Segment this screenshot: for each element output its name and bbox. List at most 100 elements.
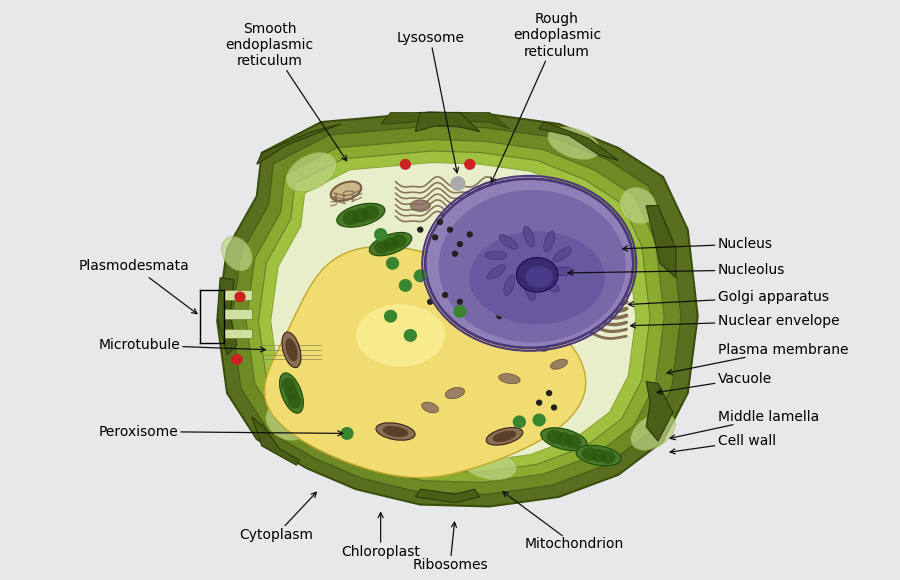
Circle shape bbox=[387, 258, 399, 269]
Ellipse shape bbox=[285, 338, 298, 361]
Ellipse shape bbox=[524, 226, 535, 246]
Circle shape bbox=[513, 416, 526, 427]
Ellipse shape bbox=[410, 200, 430, 212]
Circle shape bbox=[453, 251, 457, 256]
Ellipse shape bbox=[504, 275, 515, 295]
Circle shape bbox=[404, 329, 417, 341]
Circle shape bbox=[465, 160, 475, 169]
Ellipse shape bbox=[530, 339, 548, 351]
Text: Lysosome: Lysosome bbox=[396, 31, 464, 173]
Ellipse shape bbox=[553, 248, 572, 262]
Ellipse shape bbox=[280, 373, 303, 413]
Ellipse shape bbox=[287, 394, 302, 408]
Circle shape bbox=[546, 391, 552, 396]
Circle shape bbox=[454, 306, 466, 317]
Polygon shape bbox=[252, 417, 300, 465]
Ellipse shape bbox=[546, 430, 563, 444]
Ellipse shape bbox=[541, 278, 559, 292]
Text: Nucleus: Nucleus bbox=[623, 237, 772, 251]
Polygon shape bbox=[415, 113, 480, 132]
Ellipse shape bbox=[599, 450, 616, 464]
Ellipse shape bbox=[343, 211, 360, 225]
Circle shape bbox=[400, 160, 410, 169]
Text: Golgi apparatus: Golgi apparatus bbox=[628, 290, 829, 307]
Ellipse shape bbox=[337, 204, 385, 227]
Circle shape bbox=[451, 177, 465, 190]
Circle shape bbox=[418, 227, 423, 232]
Ellipse shape bbox=[555, 432, 572, 447]
Text: Vacuole: Vacuole bbox=[657, 372, 772, 394]
Ellipse shape bbox=[590, 449, 607, 462]
Circle shape bbox=[472, 287, 477, 292]
Text: Nucleolus: Nucleolus bbox=[568, 263, 785, 277]
Circle shape bbox=[428, 299, 433, 304]
Circle shape bbox=[235, 292, 245, 302]
Bar bbox=[224, 329, 252, 338]
Circle shape bbox=[497, 314, 502, 318]
Polygon shape bbox=[217, 278, 237, 354]
Ellipse shape bbox=[282, 378, 295, 393]
Polygon shape bbox=[415, 489, 480, 503]
Text: Plasma membrane: Plasma membrane bbox=[667, 343, 848, 375]
Text: Smooth
endoplasmic
reticulum: Smooth endoplasmic reticulum bbox=[226, 22, 346, 161]
Ellipse shape bbox=[463, 450, 517, 480]
Text: Middle lamella: Middle lamella bbox=[670, 410, 819, 440]
Ellipse shape bbox=[472, 201, 488, 210]
Circle shape bbox=[374, 229, 387, 240]
Ellipse shape bbox=[470, 231, 605, 324]
Ellipse shape bbox=[581, 447, 598, 461]
Circle shape bbox=[467, 232, 472, 237]
Polygon shape bbox=[247, 140, 664, 483]
Text: Cell wall: Cell wall bbox=[670, 434, 776, 454]
Ellipse shape bbox=[525, 280, 535, 300]
Circle shape bbox=[507, 304, 512, 309]
Polygon shape bbox=[271, 162, 636, 462]
Ellipse shape bbox=[421, 402, 438, 413]
Ellipse shape bbox=[552, 267, 573, 276]
Circle shape bbox=[443, 293, 447, 298]
Polygon shape bbox=[646, 382, 673, 441]
Bar bbox=[224, 310, 252, 319]
Polygon shape bbox=[231, 126, 681, 494]
Text: Plasmodesmata: Plasmodesmata bbox=[78, 259, 197, 314]
Circle shape bbox=[232, 354, 242, 364]
Text: Mitochondrion: Mitochondrion bbox=[503, 492, 624, 551]
Bar bbox=[224, 290, 252, 300]
Ellipse shape bbox=[331, 182, 361, 201]
Circle shape bbox=[457, 299, 463, 304]
Ellipse shape bbox=[486, 427, 523, 445]
Circle shape bbox=[400, 280, 411, 291]
Ellipse shape bbox=[442, 213, 458, 223]
Text: Chloroplast: Chloroplast bbox=[341, 513, 420, 559]
Ellipse shape bbox=[425, 179, 634, 348]
Ellipse shape bbox=[382, 237, 399, 251]
Circle shape bbox=[447, 227, 453, 232]
Text: Rough
endoplasmic
reticulum: Rough endoplasmic reticulum bbox=[491, 12, 601, 183]
Ellipse shape bbox=[446, 387, 464, 399]
Ellipse shape bbox=[500, 235, 518, 249]
Text: Ribosomes: Ribosomes bbox=[412, 522, 488, 572]
Ellipse shape bbox=[282, 332, 301, 368]
Text: Cytoplasm: Cytoplasm bbox=[239, 492, 317, 542]
Circle shape bbox=[492, 295, 497, 299]
Circle shape bbox=[433, 235, 437, 240]
Ellipse shape bbox=[369, 233, 412, 256]
Circle shape bbox=[384, 310, 397, 322]
Circle shape bbox=[414, 270, 427, 281]
Ellipse shape bbox=[565, 434, 581, 449]
Polygon shape bbox=[265, 246, 586, 478]
Ellipse shape bbox=[362, 205, 379, 220]
Ellipse shape bbox=[266, 403, 307, 440]
Ellipse shape bbox=[392, 234, 407, 248]
Ellipse shape bbox=[221, 237, 252, 271]
Circle shape bbox=[536, 400, 542, 405]
Ellipse shape bbox=[526, 266, 553, 287]
Ellipse shape bbox=[438, 190, 626, 342]
Text: Peroxisome: Peroxisome bbox=[98, 425, 343, 438]
Ellipse shape bbox=[485, 251, 507, 260]
Polygon shape bbox=[217, 113, 698, 506]
Polygon shape bbox=[539, 122, 618, 161]
Ellipse shape bbox=[544, 231, 554, 252]
Ellipse shape bbox=[620, 187, 657, 224]
Ellipse shape bbox=[374, 240, 390, 254]
